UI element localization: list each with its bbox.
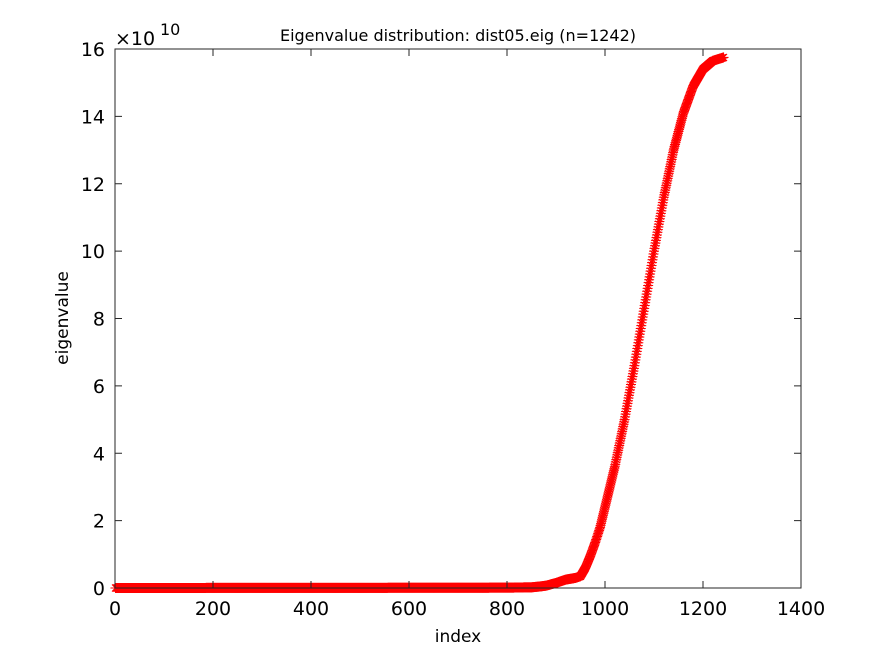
x-tick-label: 1000	[581, 598, 629, 620]
x-tick-label: 200	[195, 598, 231, 620]
x-axis-ticks: 0 200 400 600 800 1000 1200 1400	[109, 49, 825, 620]
y-tick-label: 16	[81, 39, 105, 61]
x-tick-label: 1200	[679, 598, 727, 620]
y-axis-label: eigenvalue	[53, 271, 73, 365]
x-tick-label: 0	[109, 598, 121, 620]
y-axis-ticks: 0 2 4 6 8 10 12 14 16	[81, 39, 801, 600]
chart-title: Eigenvalue distribution: dist05.eig (n=1…	[280, 26, 636, 45]
y-multiplier-exponent: 10	[160, 20, 180, 39]
y-tick-label: 4	[93, 443, 105, 465]
y-tick-label: 12	[81, 174, 105, 196]
y-multiplier-base: ×10	[115, 28, 155, 50]
y-tick-label: 2	[93, 511, 105, 533]
y-tick-label: 0	[93, 578, 105, 600]
x-tick-label: 400	[293, 598, 329, 620]
y-tick-label: 14	[81, 106, 105, 128]
y-tick-label: 10	[81, 241, 105, 263]
y-tick-label: 8	[93, 309, 105, 331]
y-tick-label: 6	[93, 376, 105, 398]
x-axis-label: index	[435, 627, 482, 647]
x-tick-label: 1400	[777, 598, 825, 620]
x-tick-label: 800	[489, 598, 525, 620]
data-point-marker	[718, 52, 729, 63]
x-tick-label: 600	[391, 598, 427, 620]
